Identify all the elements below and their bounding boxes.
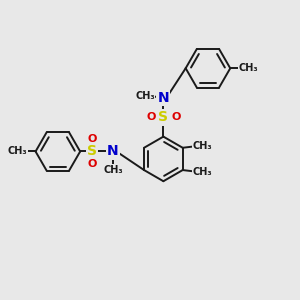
Text: CH₃: CH₃ (192, 141, 212, 151)
Text: CH₃: CH₃ (103, 165, 123, 175)
Text: CH₃: CH₃ (7, 146, 27, 157)
Text: O: O (87, 134, 97, 144)
Text: N: N (107, 145, 119, 158)
Text: CH₃: CH₃ (239, 63, 259, 73)
Text: S: S (158, 110, 168, 124)
Text: S: S (87, 145, 97, 158)
Text: O: O (146, 112, 156, 122)
Text: CH₃: CH₃ (192, 167, 212, 176)
Text: N: N (158, 91, 169, 105)
Text: CH₃: CH₃ (135, 91, 155, 100)
Text: O: O (171, 112, 181, 122)
Text: O: O (87, 159, 97, 169)
